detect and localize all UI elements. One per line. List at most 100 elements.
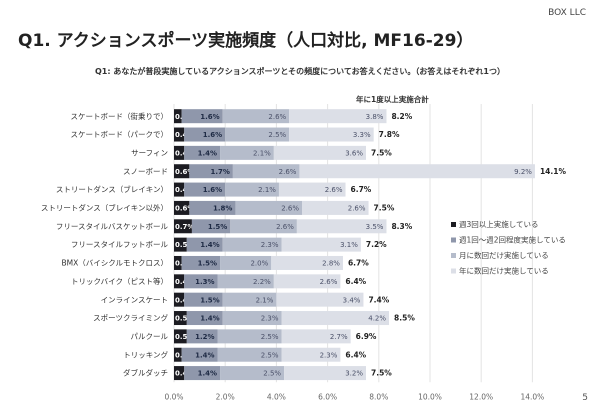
bar-segment bbox=[281, 329, 351, 344]
x-tick-label: 6.0% bbox=[318, 392, 337, 401]
data-label: 4.2% bbox=[368, 315, 386, 323]
data-label: 3.1% bbox=[340, 241, 358, 249]
brand-label: BOX LLC bbox=[548, 8, 586, 18]
legend-label: 年に数回だけ実施している bbox=[459, 266, 549, 276]
bar-segment bbox=[174, 109, 182, 124]
legend-swatch bbox=[451, 253, 456, 258]
data-label: 0.7% bbox=[175, 223, 194, 231]
total-label: 7.5% bbox=[371, 369, 392, 378]
data-label: 3.2% bbox=[345, 370, 363, 378]
bar-segment bbox=[299, 164, 535, 179]
category-label: サーフィン bbox=[131, 148, 168, 157]
page-title: Q1. アクションスポーツ実施頻度（人口対比, MF16-29） bbox=[18, 31, 474, 51]
page-number: 5 bbox=[582, 393, 588, 403]
bar-segment bbox=[174, 219, 192, 234]
data-label: 2.3% bbox=[320, 351, 338, 359]
bar-segment bbox=[184, 182, 226, 197]
bar-segment bbox=[281, 237, 361, 252]
bar-segment bbox=[174, 145, 185, 160]
category-label: BMX（バイシクルモトクロス） bbox=[61, 259, 168, 268]
category-label: ダブルダッチ bbox=[123, 368, 168, 378]
bar-segment bbox=[186, 237, 223, 252]
data-label: 0.6% bbox=[175, 168, 194, 176]
bar-segment bbox=[174, 347, 182, 362]
x-tick-label: 0.0% bbox=[164, 392, 183, 401]
data-label: 2.3% bbox=[261, 241, 279, 249]
data-label: 9.2% bbox=[514, 168, 532, 176]
bar-segment bbox=[281, 347, 341, 362]
data-label: 1.8% bbox=[213, 205, 232, 213]
data-label: 1.5% bbox=[200, 296, 219, 304]
bar-segment bbox=[289, 127, 374, 142]
bar-segment bbox=[220, 255, 272, 270]
bar-segment bbox=[217, 274, 274, 289]
data-label: 3.8% bbox=[366, 113, 384, 121]
data-label: 2.5% bbox=[261, 351, 279, 359]
data-label: 3.5% bbox=[366, 223, 384, 231]
data-label: 3.6% bbox=[345, 149, 363, 157]
x-tick-label: 14.0% bbox=[520, 392, 544, 401]
total-header: 年に1度以上実施合計 bbox=[356, 95, 429, 104]
bar-segment bbox=[273, 274, 341, 289]
bar-segment bbox=[174, 255, 182, 270]
category-label: インラインスケート bbox=[101, 295, 168, 304]
x-tick-label: 12.0% bbox=[469, 392, 493, 401]
bar-segment bbox=[189, 200, 236, 215]
data-label: 1.6% bbox=[203, 131, 222, 139]
data-label: 2.5% bbox=[263, 370, 281, 378]
legend-swatch bbox=[451, 222, 456, 227]
total-label: 6.7% bbox=[351, 185, 372, 194]
data-label: 0.5% bbox=[175, 333, 194, 341]
data-label: 1.6% bbox=[200, 113, 219, 121]
bar-segment bbox=[189, 164, 233, 179]
bar-segment bbox=[174, 237, 187, 252]
total-label: 7.8% bbox=[379, 130, 400, 139]
data-label: 3.4% bbox=[343, 296, 361, 304]
category-label: フリースタイルフットボール bbox=[71, 240, 169, 249]
data-label: 1.6% bbox=[203, 186, 222, 194]
data-label: 2.5% bbox=[268, 131, 286, 139]
data-label: 1.4% bbox=[198, 370, 217, 378]
data-label: 3.3% bbox=[353, 131, 371, 139]
category-label: トリックバイク（ピスト等） bbox=[71, 276, 168, 286]
bar-segment bbox=[273, 145, 366, 160]
x-tick-label: 2.0% bbox=[216, 392, 235, 401]
data-label: 2.6% bbox=[320, 278, 338, 286]
bar-segment bbox=[191, 219, 231, 234]
data-label: 2.6% bbox=[279, 168, 297, 176]
data-label: 2.5% bbox=[261, 333, 279, 341]
bar-segment bbox=[174, 292, 185, 307]
total-label: 6.7% bbox=[348, 259, 369, 268]
category-label: トリッキング bbox=[123, 349, 168, 359]
total-label: 14.1% bbox=[540, 167, 567, 176]
total-label: 8.2% bbox=[391, 112, 412, 121]
total-label: 8.5% bbox=[394, 314, 415, 323]
category-label: パルクール bbox=[131, 332, 169, 341]
x-tick-label: 4.0% bbox=[267, 392, 286, 401]
bar-segment bbox=[174, 127, 185, 142]
bar-segment bbox=[232, 164, 300, 179]
total-label: 6.4% bbox=[345, 277, 366, 286]
category-label: スポーツクライミング bbox=[93, 313, 168, 323]
data-label: 2.6% bbox=[276, 223, 294, 231]
data-label: 0.5% bbox=[175, 241, 194, 249]
bar-segment bbox=[302, 200, 369, 215]
total-label: 7.5% bbox=[371, 148, 392, 157]
bar-segment bbox=[278, 182, 346, 197]
data-label: 1.4% bbox=[198, 149, 217, 157]
bar-segment bbox=[289, 109, 387, 124]
bar-segment bbox=[174, 200, 190, 215]
data-label: 2.7% bbox=[330, 333, 348, 341]
bar-segment bbox=[181, 255, 221, 270]
bar-segment bbox=[225, 127, 290, 142]
bar-segment bbox=[174, 274, 185, 289]
data-label: 2.1% bbox=[258, 186, 276, 194]
data-label: 1.5% bbox=[208, 223, 227, 231]
data-label: 2.2% bbox=[253, 278, 271, 286]
legend-swatch bbox=[451, 237, 456, 243]
bar-segment bbox=[174, 164, 190, 179]
bar-segment bbox=[220, 145, 274, 160]
data-label: 1.4% bbox=[195, 351, 214, 359]
